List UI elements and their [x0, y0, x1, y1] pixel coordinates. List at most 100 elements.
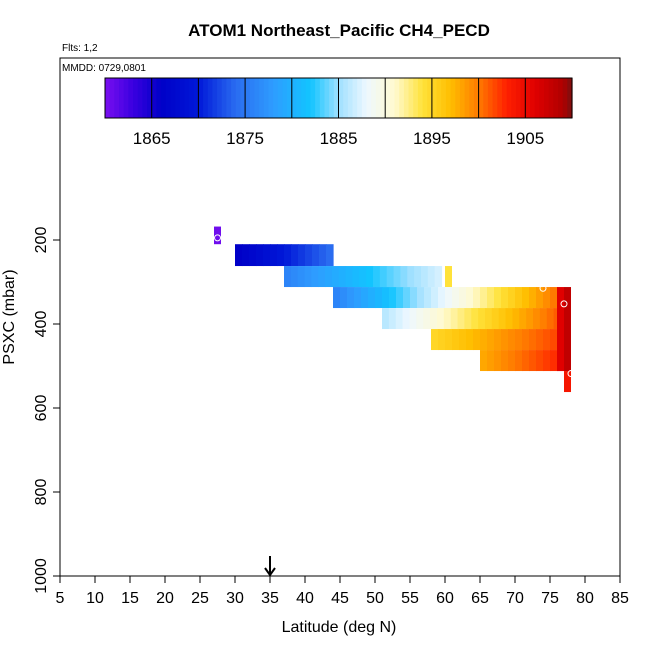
- colorbar-segment: [408, 78, 414, 118]
- heatmap-cell: [345, 266, 354, 288]
- heatmap-cell: [466, 287, 474, 309]
- x-tick-label: 75: [541, 590, 559, 607]
- heatmap-cell: [311, 266, 319, 288]
- x-axis-label: Latitude (deg N): [282, 619, 397, 636]
- colorbar-segment: [445, 78, 452, 118]
- colorbar-segment: [296, 78, 302, 118]
- colorbar-segment: [151, 78, 157, 118]
- colorbar-segment: [193, 78, 199, 118]
- x-tick-label: 35: [261, 590, 279, 607]
- heatmap-cell: [480, 329, 488, 351]
- heatmap-cell: [256, 244, 264, 267]
- heatmap-cell: [452, 329, 460, 351]
- colorbar-segment: [273, 78, 279, 118]
- colorbar-segment: [511, 78, 517, 118]
- x-tick-label: 10: [86, 590, 104, 607]
- colorbar-segment: [268, 78, 274, 118]
- colorbar-tick-label: 1885: [320, 129, 358, 148]
- x-tick-label: 40: [296, 590, 314, 607]
- heatmap-cell: [557, 287, 564, 372]
- heatmap-cell: [284, 244, 292, 267]
- heatmap-cell: [284, 266, 292, 288]
- heatmap-cell: [464, 308, 472, 330]
- colorbar-segment: [338, 78, 344, 118]
- x-tick-label: 20: [156, 590, 174, 607]
- colorbar-segment: [254, 78, 260, 118]
- heatmap-cell: [368, 287, 376, 309]
- colorbar-segment: [515, 78, 522, 118]
- colorbar-segment: [525, 78, 531, 118]
- heatmap-cell: [519, 308, 527, 330]
- heatmap-cell: [480, 350, 488, 372]
- colorbar-segment: [189, 78, 195, 118]
- heatmap-cell: [249, 244, 257, 267]
- colorbar-segment: [389, 78, 396, 118]
- heatmap-cell: [508, 329, 516, 351]
- heatmap-cell: [508, 350, 516, 372]
- heatmap-cell: [333, 287, 341, 309]
- heatmap-cell: [417, 287, 425, 309]
- colorbar-segment: [553, 78, 559, 118]
- colorbar-segment: [357, 78, 363, 118]
- heatmap-cell: [536, 329, 544, 351]
- colorbar: 1865 1875 1885 1895 1905: [104, 77, 573, 148]
- y-tick-label: 600: [33, 395, 50, 422]
- colorbar-segment: [156, 78, 162, 118]
- colorbar-segment: [431, 78, 438, 118]
- arrow-head: [264, 567, 276, 577]
- x-tick-label: 55: [401, 590, 419, 607]
- heatmap-cell: [445, 287, 453, 309]
- colorbar-segment: [361, 78, 368, 118]
- colorbar-segment: [287, 78, 293, 118]
- colorbar-tick-label: 1905: [506, 129, 544, 148]
- colorbar-segment: [347, 78, 354, 118]
- heatmap-cell: [505, 308, 514, 330]
- heatmap-cell: [298, 244, 306, 267]
- heatmap-cell: [494, 287, 502, 309]
- heatmap-cell: [304, 266, 312, 288]
- x-tick-label: 50: [366, 590, 384, 607]
- heatmap-cell: [457, 308, 465, 330]
- heatmap-cell: [529, 287, 537, 309]
- colorbar-segment: [179, 78, 185, 118]
- x-tick-label: 25: [191, 590, 209, 607]
- heatmap-cell: [423, 308, 431, 330]
- colorbar-segment: [562, 78, 568, 118]
- heatmap-cell: [466, 329, 474, 351]
- heatmap-cell: [522, 350, 530, 372]
- dates-label: MMDD: 0729,0801: [62, 63, 146, 74]
- latitude-arrow: [264, 556, 276, 577]
- colorbar-segment: [291, 78, 298, 118]
- x-tick-label: 65: [471, 590, 489, 607]
- colorbar-segment: [221, 78, 228, 118]
- heatmap-cell: [443, 308, 452, 330]
- heatmap-cell: [512, 308, 520, 330]
- data-marker: [539, 284, 547, 292]
- data-marker: [560, 300, 568, 308]
- y-axis: 200 400 600 800 1000: [33, 227, 60, 594]
- heatmap-cell: [494, 350, 502, 372]
- x-tick-label: 70: [506, 590, 524, 607]
- colorbar-segment: [487, 78, 494, 118]
- heatmap-cell: [393, 266, 402, 288]
- colorbar-segment: [109, 78, 115, 118]
- colorbar-segment: [543, 78, 550, 118]
- heatmap-cell: [434, 266, 443, 288]
- colorbar-segment: [226, 78, 232, 118]
- colorbar-segment: [469, 78, 475, 118]
- y-axis-label: PSXC (mbar): [1, 269, 18, 364]
- colorbar-segment: [399, 78, 405, 118]
- heatmap-cell: [480, 287, 488, 309]
- heatmap-cell: [522, 287, 530, 309]
- heatmap-cell: [515, 329, 523, 351]
- heatmap-cell: [427, 266, 436, 288]
- heatmap-cell: [487, 287, 495, 309]
- heatmap-cell: [235, 244, 243, 267]
- x-tick-label: 30: [226, 590, 244, 607]
- heatmap-cell: [445, 329, 453, 351]
- colorbar-segment: [105, 78, 111, 118]
- heatmap-cell: [409, 308, 417, 330]
- colorbar-frame: [104, 77, 573, 119]
- heatmap-cell: [498, 308, 507, 330]
